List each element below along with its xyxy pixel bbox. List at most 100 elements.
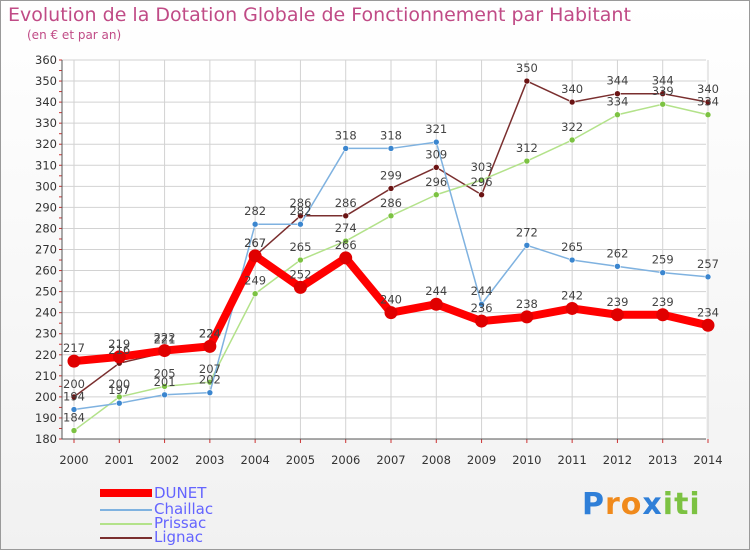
point-lignac	[297, 212, 304, 220]
point-prissac	[478, 176, 485, 184]
y-tick-label: 270	[35, 243, 57, 257]
data-label-chaillac: 197	[108, 383, 130, 397]
data-label-lignac: 340	[697, 82, 719, 96]
data-label-prissac: 274	[335, 221, 357, 235]
point-prissac	[161, 383, 168, 390]
data-label-prissac: 184	[63, 411, 85, 425]
data-label-lignac: 200	[63, 377, 85, 391]
y-tick-label: 340	[35, 95, 57, 109]
data-label-lignac: 286	[289, 196, 311, 210]
y-tick-label: 300	[35, 179, 57, 193]
data-label-prissac: 312	[516, 141, 538, 155]
data-label-dunet: 238	[516, 297, 538, 311]
point-dunet	[112, 350, 126, 364]
point-prissac	[387, 212, 395, 220]
point-chaillac	[432, 138, 440, 146]
point-chaillac	[70, 406, 78, 413]
data-label-chaillac: 282	[244, 204, 266, 218]
point-chaillac	[206, 389, 214, 396]
data-label-dunet: 240	[380, 293, 402, 307]
data-label-chaillac: 272	[516, 225, 538, 239]
x-tick-label: 2004	[241, 453, 270, 467]
y-tick-label: 250	[35, 285, 57, 299]
data-label-lignac: 344	[652, 74, 674, 88]
data-label-lignac: 224	[199, 326, 221, 340]
y-tick-label: 320	[35, 137, 57, 151]
x-tick-label: 2005	[286, 453, 315, 467]
data-label-prissac: 265	[289, 240, 311, 254]
point-lignac	[614, 90, 621, 97]
data-label-chaillac: 262	[606, 246, 628, 260]
data-label-lignac: 221	[154, 333, 176, 347]
point-chaillac	[161, 391, 168, 399]
data-label-chaillac: 244	[471, 284, 493, 298]
y-tick-label: 210	[35, 369, 57, 383]
point-chaillac	[659, 269, 667, 276]
y-tick-label: 310	[35, 158, 57, 172]
point-dunet	[701, 318, 715, 332]
data-label-dunet: 222	[154, 331, 176, 345]
legend-swatch-dunet	[100, 489, 152, 497]
point-lignac	[568, 98, 576, 106]
point-lignac	[523, 77, 531, 85]
data-label-prissac: 200	[108, 377, 130, 391]
point-dunet	[429, 297, 443, 311]
data-label-chaillac: 257	[697, 257, 719, 271]
data-label-prissac: 322	[561, 120, 583, 134]
data-label-chaillac: 321	[425, 122, 447, 136]
logo-letter: t	[674, 487, 690, 522]
logo-letter: r	[605, 487, 621, 522]
point-prissac	[432, 191, 440, 199]
point-prissac	[704, 111, 712, 119]
point-dunet	[248, 249, 262, 263]
point-lignac	[432, 164, 440, 171]
x-tick-label: 2012	[603, 453, 632, 467]
point-lignac	[342, 212, 350, 220]
data-label-dunet: 234	[697, 305, 719, 319]
data-label-lignac: 350	[516, 61, 538, 75]
y-tick-label: 280	[35, 221, 57, 235]
point-prissac	[297, 256, 304, 264]
logo-letter: i	[689, 487, 701, 522]
data-label-dunet: 224	[199, 326, 221, 340]
point-dunet	[475, 314, 489, 328]
y-tick-label: 190	[35, 411, 57, 425]
legend-swatch-prissac	[100, 523, 152, 525]
point-dunet	[158, 344, 172, 358]
x-tick-label: 2013	[648, 453, 677, 467]
point-lignac	[704, 98, 712, 106]
point-dunet	[339, 251, 353, 265]
point-dunet	[610, 308, 624, 322]
data-label-chaillac: 259	[652, 253, 674, 267]
series-layer	[67, 77, 715, 434]
x-tick-label: 2008	[422, 453, 451, 467]
point-dunet	[520, 310, 534, 324]
data-label-dunet: 252	[289, 267, 311, 281]
point-lignac	[70, 393, 78, 401]
data-label-prissac: 303	[471, 160, 493, 174]
logo-letter: i	[662, 487, 675, 522]
data-label-dunet: 267	[244, 236, 266, 250]
point-prissac	[115, 393, 123, 401]
point-dunet	[67, 354, 81, 368]
grid	[62, 59, 709, 440]
point-dunet	[203, 339, 217, 353]
point-dunet	[293, 280, 307, 294]
logo-letter: x	[642, 487, 663, 522]
point-prissac	[614, 111, 621, 119]
point-dunet	[656, 308, 670, 322]
tick-labels: 180 190 200 210 220 230 240 250 260 270 280 290 300 3…	[35, 53, 723, 467]
y-tick-label: 200	[35, 390, 57, 404]
data-label-prissac: 207	[199, 362, 221, 376]
point-prissac	[342, 237, 350, 245]
legend-swatch-chaillac	[100, 509, 152, 511]
x-tick-label: 2009	[467, 453, 496, 467]
y-tick-label: 180	[35, 432, 57, 446]
data-label-prissac: 286	[380, 196, 402, 210]
data-label-prissac: 249	[244, 274, 266, 288]
data-label-prissac: 339	[652, 84, 674, 98]
point-chaillac	[614, 263, 621, 270]
legend-swatch-lignac	[100, 537, 152, 539]
